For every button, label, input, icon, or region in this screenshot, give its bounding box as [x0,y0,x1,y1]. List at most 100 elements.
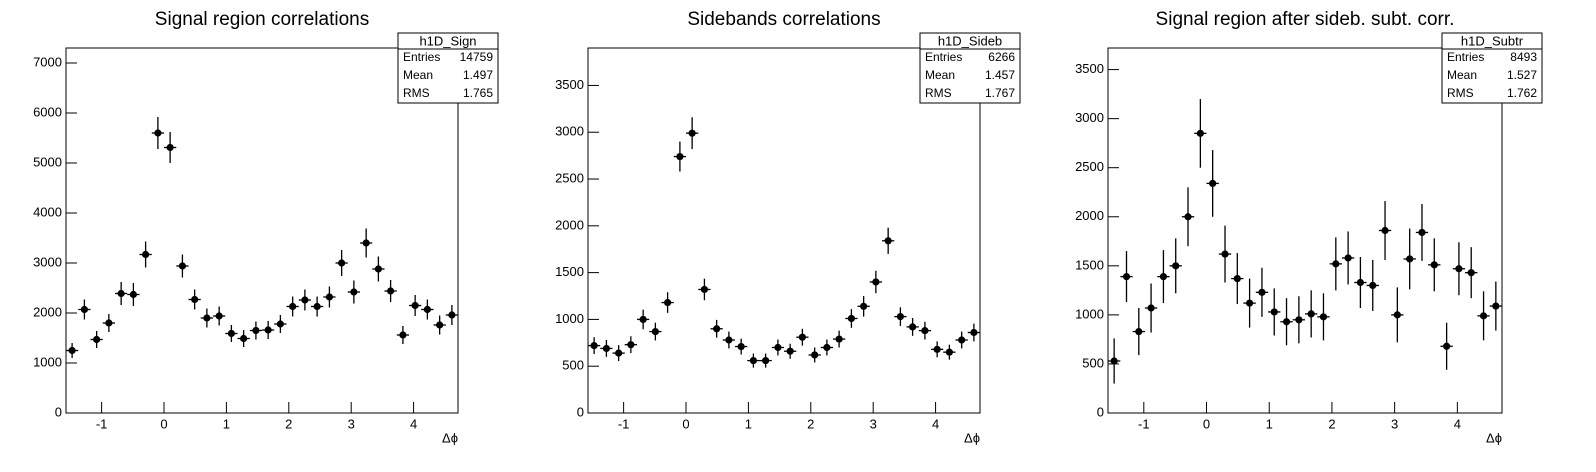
y-tick-label: 5000 [33,154,62,169]
data-point [117,289,125,298]
data-point [1319,313,1328,321]
stats-value: 1.497 [463,68,493,82]
y-tick-label: 6000 [33,104,62,119]
x-tick-label: 3 [870,416,877,431]
y-tick-label: 4000 [33,204,62,219]
data-point [798,333,806,341]
stats-frame [397,32,499,104]
y-tick-label: 1000 [33,354,62,369]
data-point [921,327,929,335]
x-tick-label: 2 [807,416,814,431]
stats-name: h1D_Sideb [938,33,1002,48]
data-point [688,129,696,137]
x-tick-label: 4 [410,416,417,431]
data-point [725,336,733,344]
data-point [1455,265,1463,273]
data-point [762,356,770,365]
data-point [737,342,745,351]
y-tick-label: 1500 [555,264,584,279]
data-point [1381,226,1389,235]
stats-label: Entries [403,50,440,64]
stats-frame [919,32,1021,104]
data-point [80,305,89,314]
stats-box: h1D_Sideb Entries 6266 Mean 1.457 RMS 1.767 [919,32,1021,104]
data-point [945,348,953,356]
data-point [1209,179,1217,188]
data-point [1147,304,1155,312]
data-point [68,346,76,355]
data-point [142,250,150,259]
stats-value: 8493 [1510,50,1537,64]
data-point [884,237,892,245]
stats-label: RMS [403,86,430,100]
data-point [639,315,647,324]
data-point [154,129,162,137]
y-tick-label: 2500 [555,170,584,185]
data-point [651,327,659,336]
data-point [1406,255,1414,263]
data-point [448,311,456,319]
data-point [191,295,199,304]
data-point [301,296,309,304]
data-point [264,326,272,334]
data-point [252,326,260,335]
stats-value: 6266 [988,50,1015,64]
plot-frame [587,47,981,414]
stats-label: RMS [925,86,952,100]
data-point [1122,273,1131,281]
y-tick-label: 0 [55,404,62,419]
data-point [1282,318,1291,326]
data-point [823,343,831,352]
data-point [958,336,966,344]
x-tick-label: 4 [1454,416,1461,431]
data-point [203,314,211,322]
data-point [423,305,431,314]
x-tick-label: -1 [618,416,630,431]
data-point [289,302,297,311]
y-tick-label: 1500 [1075,257,1104,272]
data-point [399,331,407,339]
data-point [1184,213,1192,221]
y-tick-label: 500 [1082,355,1104,370]
x-tick-label: -1 [1138,416,1150,431]
data-point [276,320,284,328]
data-point [1430,261,1438,269]
data-point [1344,254,1352,262]
data-point [227,329,235,338]
x-tick-label: -1 [96,416,108,431]
stats-name: h1D_Subtr [1461,33,1524,48]
x-axis-label: Δϕ [964,430,980,445]
data-point [1172,262,1180,270]
x-tick-label: 2 [285,416,292,431]
stats-box: h1D_Subtr Entries 8493 Mean 1.527 RMS 1.762 [1441,32,1543,104]
data-point [847,314,856,323]
x-tick-label: 1 [223,416,230,431]
data-point [1135,327,1143,336]
y-tick-label: 2500 [1075,159,1104,174]
y-tick-label: 0 [577,404,584,419]
stats-frame [1441,32,1543,104]
data-point [166,143,174,152]
data-point [105,319,113,327]
y-tick-label: 3500 [1075,61,1104,76]
stats-value: 1.457 [985,68,1015,82]
stats-label: Entries [925,50,962,64]
data-point [350,288,358,296]
chart-title: Signal region correlations [155,9,369,30]
stats-label: Mean [925,68,955,82]
x-tick-label: 0 [682,416,689,431]
x-tick-label: 1 [1266,416,1273,431]
plot-frame [1107,47,1503,414]
data-point [896,313,904,321]
x-tick-label: 4 [932,416,939,431]
data-point [1492,302,1500,310]
data-point [615,349,623,357]
data-point [313,302,321,311]
data-point [436,321,444,329]
data-point [1356,278,1365,287]
y-tick-label: 2000 [1075,208,1104,223]
data-point [1159,273,1168,281]
data-point [1307,310,1315,318]
y-tick-label: 3000 [555,124,584,139]
chart-title: Signal region after sideb. subt. corr. [1156,9,1455,30]
